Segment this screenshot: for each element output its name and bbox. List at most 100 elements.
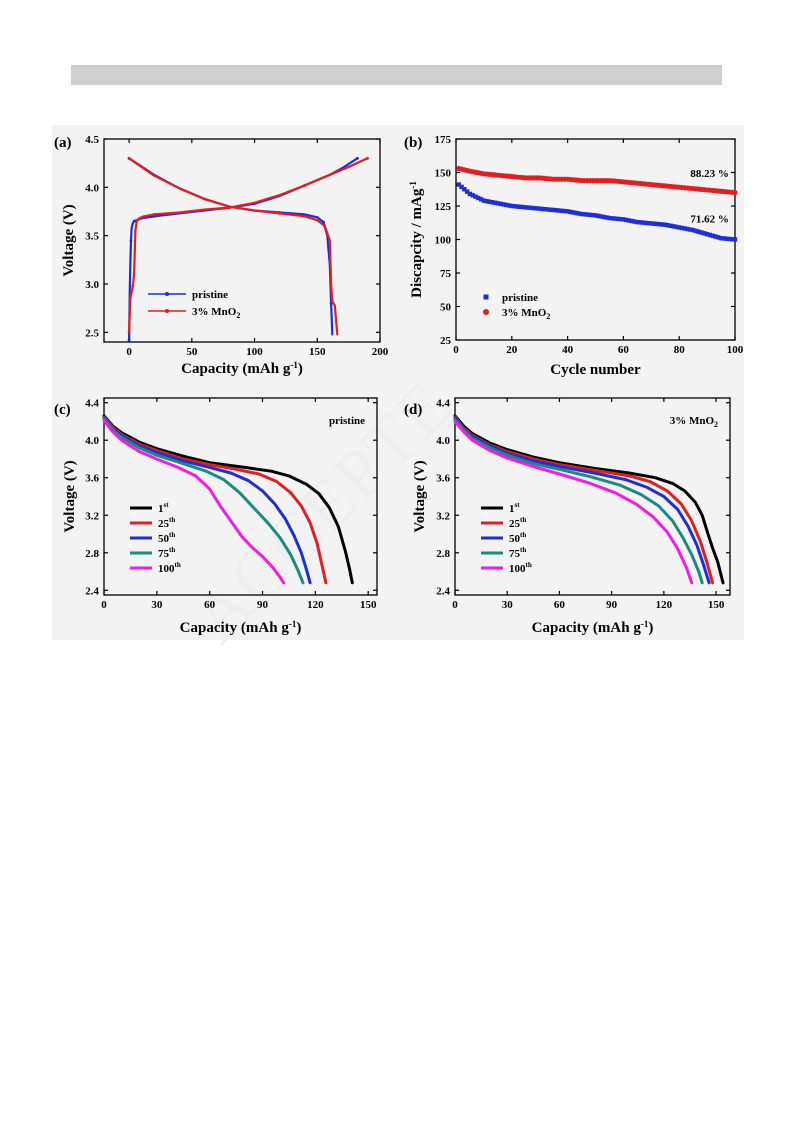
series-point (129, 239, 133, 242)
scatter-point-pristine (649, 221, 654, 226)
y-tick-label: 4.0 (436, 435, 450, 447)
legend-label-part: 25 (158, 518, 170, 530)
scatter-point-pristine (654, 221, 660, 227)
scatter-point-pristine (665, 223, 671, 228)
legend-label: 50th (158, 531, 175, 545)
x-tick-label: 200 (372, 346, 389, 358)
legend-label-part: th (520, 531, 526, 539)
discharge-curve-cycle-50 (453, 416, 711, 585)
scatter-point-pristine (643, 220, 648, 226)
x-axis-title: Capacity (mAh g-1) (532, 619, 654, 636)
y-tick-label: 150 (435, 168, 452, 180)
scatter-point-pristine (504, 202, 509, 208)
scatter-point-pristine (573, 210, 579, 216)
scatter-point-pristine (693, 228, 699, 234)
y-tick-label: 50 (440, 302, 452, 314)
series-point (127, 338, 131, 342)
scatter-point-pristine (579, 211, 584, 217)
scatter-point-pristine (615, 216, 621, 222)
plot-frame (103, 138, 381, 343)
scatter-point-pristine (490, 200, 495, 205)
scatter-point-pristine (732, 237, 738, 242)
x-tick-label: 120 (656, 599, 673, 611)
x-tick-label: 0 (452, 599, 458, 611)
scatter-point-pristine (640, 220, 646, 225)
scatter-point-pristine (526, 205, 531, 210)
legend-label-part: 25 (509, 518, 521, 530)
panel-title-part: 2 (714, 420, 718, 429)
legend-label-part: th (175, 561, 181, 569)
panel-b: 0 20 40 60 80 100 25 50 75 100 125 150 175 (b) Cycle n… (402, 125, 744, 380)
y-tick-label: 4.0 (85, 435, 99, 447)
scatter-point-pristine (710, 233, 715, 238)
y-tick-label: 3.0 (85, 279, 99, 291)
scatter-point-pristine (548, 207, 554, 212)
discharge-curve-cycle-100 (102, 419, 286, 585)
scatter-point-pristine (623, 217, 629, 223)
scatter-point-pristine (554, 208, 559, 213)
legend-label-part: th (520, 546, 526, 554)
scatter-point-pristine (618, 216, 623, 222)
legend-label-part: th (169, 531, 175, 539)
scatter-point-pristine (481, 198, 487, 203)
discharge-curve-cycle-75 (102, 417, 305, 585)
x-tick-label: 90 (257, 599, 269, 611)
scatter-point-pristine (657, 222, 662, 227)
scatter-point-pristine (559, 208, 565, 214)
legend-label-part: 2 (546, 312, 550, 321)
discharge-curve-cycle-100 (453, 420, 694, 585)
panel-d: 0 30 60 90 120 150 2.4 2.8 3.2 3.6 4.0 4.4 (d) 3% MnO… (402, 388, 744, 640)
x-axis-title-part: ) (296, 620, 301, 636)
legend-label: 3% MnO2 (192, 306, 240, 320)
scatter-point-pristine (584, 212, 590, 217)
scatter-point-pristine (543, 207, 548, 212)
x-axis-title-part: -1 (290, 360, 298, 370)
header-bar (71, 65, 722, 85)
x-tick-label: 0 (453, 344, 459, 356)
x-axis-title: Capacity (mAh g-1) (180, 619, 302, 636)
x-tick-label: 90 (606, 599, 618, 611)
legend-label-part: pristine (502, 292, 538, 304)
plot-frame (454, 397, 731, 596)
y-axis-title-part: -1 (408, 181, 418, 189)
scatter-point-pristine (601, 214, 607, 220)
y-tick-label: 4.4 (85, 398, 99, 410)
discharge-curve-cycle-1 (102, 414, 354, 585)
scatter-point-pristine (570, 210, 576, 215)
panel-label: (c) (54, 402, 71, 418)
scatter-point-pristine (537, 206, 542, 211)
scatter-point-pristine (596, 213, 601, 219)
x-axis-title-part: (mAh g (241, 620, 289, 636)
discharge-curve-cycle-25 (453, 415, 715, 585)
legend-label-part: th (520, 516, 526, 524)
x-tick-label: 60 (618, 344, 630, 356)
y-axis-title: Voltage (V) (61, 204, 77, 276)
scatter-point-pristine (718, 235, 724, 241)
legend-label: 75th (509, 546, 526, 560)
legend-label-part: 1 (509, 503, 515, 515)
scatter-point-pristine (607, 215, 612, 221)
scatter-point-pristine (523, 205, 528, 210)
scatter-point-pristine (562, 208, 568, 214)
retention-label-pristine: 71.62 % (690, 214, 729, 226)
y-axis-title-part: Discapcity / mAg (409, 188, 425, 298)
scatter-point-pristine (473, 194, 478, 199)
scatter-point-pristine (727, 236, 732, 242)
x-axis-title-part: ) (298, 361, 303, 377)
legend-label-part: 50 (158, 533, 170, 545)
scatter-point-pristine (495, 201, 501, 206)
scatter-point-pristine (646, 220, 651, 226)
retention-label-mno2: 88.23 % (690, 168, 729, 180)
discharge-curve-cycle-75 (453, 418, 704, 585)
scatter-point-pristine (651, 221, 657, 226)
discharge-curve-cycle-50 (102, 416, 312, 585)
x-tick-label: 120 (307, 599, 324, 611)
chart-svg-c: 0 30 60 90 120 1502.42.83.23.64.04.4(c)pristi… (54, 397, 378, 636)
scatter-point-pristine (668, 223, 674, 229)
x-axis-title-part: ) (648, 620, 653, 636)
x-tick-label: 100 (246, 346, 263, 358)
legend-label-part: 100 (158, 563, 175, 575)
scatter-point-pristine (671, 224, 676, 229)
legend-label-part: 2 (236, 311, 240, 320)
